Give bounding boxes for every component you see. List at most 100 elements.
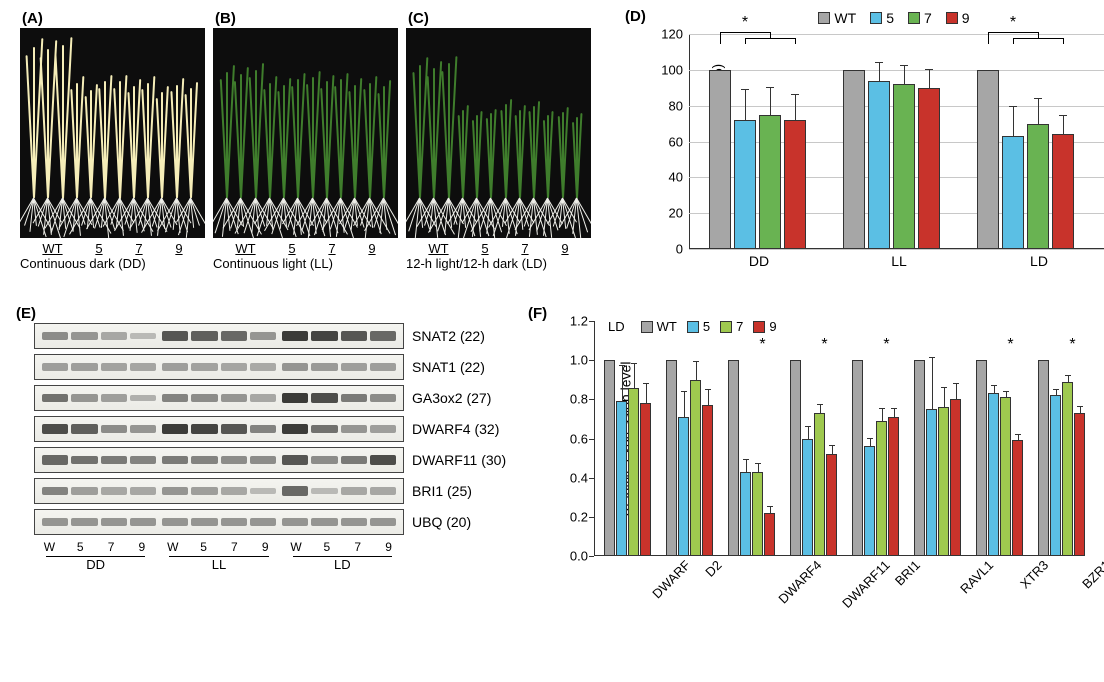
gel-band bbox=[221, 394, 247, 402]
chartF-bar bbox=[926, 409, 937, 556]
panel-label-B: (B) bbox=[215, 10, 236, 27]
chartD-xlabel: DD bbox=[689, 249, 829, 269]
chartD-bar bbox=[759, 115, 781, 249]
condition-label: DD bbox=[46, 556, 145, 572]
chartF-xlabel: D2 bbox=[702, 557, 724, 579]
gel-image bbox=[34, 509, 404, 535]
gel-band bbox=[221, 331, 247, 340]
gel-row: BRI1 (25) bbox=[34, 478, 518, 504]
lane-label: 5 bbox=[311, 540, 342, 554]
chartF-plot: LDWT579 Relative expression level 0.00.2… bbox=[594, 321, 1084, 556]
gel-row: SNAT1 (22) bbox=[34, 354, 518, 380]
significance-star: * bbox=[742, 14, 748, 32]
gel-band bbox=[130, 363, 156, 370]
gel-band bbox=[130, 518, 156, 526]
chartF-bar bbox=[826, 454, 837, 556]
chartF-xlabel: BRI1 bbox=[891, 557, 922, 588]
panel-label-E: (E) bbox=[16, 305, 36, 322]
chartD-bar bbox=[709, 70, 731, 249]
gel-band bbox=[42, 518, 68, 526]
gel-label: SNAT1 (22) bbox=[412, 359, 485, 375]
gel-image bbox=[34, 323, 404, 349]
genotype-label: 9 bbox=[368, 241, 375, 256]
photo-B bbox=[213, 28, 398, 238]
chartF-bar bbox=[616, 401, 627, 556]
gel-band bbox=[162, 518, 188, 526]
photo-C bbox=[406, 28, 591, 238]
chartF-xlabel: DWARF11 bbox=[839, 557, 893, 611]
gel-band bbox=[311, 363, 337, 371]
chartD-xlabel: LL bbox=[829, 249, 969, 269]
photo-C-condition: 12-h light/12-h dark (LD) bbox=[406, 256, 591, 271]
gel-band bbox=[341, 425, 367, 433]
gel-band bbox=[71, 363, 97, 370]
gel-band bbox=[130, 456, 156, 464]
chartF-bar bbox=[690, 380, 701, 556]
panel-label-A: (A) bbox=[22, 10, 43, 27]
chartF-bar bbox=[976, 360, 987, 556]
gel-band bbox=[130, 425, 156, 433]
ytick-label: 120 bbox=[661, 27, 689, 42]
ytick-label: 60 bbox=[669, 134, 689, 149]
gel-band bbox=[130, 395, 156, 402]
photo-A-genotypes: WT579 bbox=[20, 241, 205, 256]
gel-band bbox=[101, 332, 127, 339]
gel-band bbox=[191, 331, 217, 341]
chartD-bar bbox=[843, 70, 865, 249]
gel-band bbox=[191, 518, 217, 526]
gel-band bbox=[311, 518, 337, 526]
genotype-label: 5 bbox=[288, 241, 295, 256]
genotype-label: 5 bbox=[95, 241, 102, 256]
condition-label: LL bbox=[169, 556, 268, 572]
gel-label: UBQ (20) bbox=[412, 514, 471, 530]
panel-B: (B) WT579 Continuous light (LL) bbox=[213, 10, 398, 271]
panel-A: (A) WT579 Continuous dark (DD) bbox=[20, 10, 205, 271]
gel-band bbox=[370, 455, 396, 465]
legend-label: WT bbox=[834, 10, 856, 26]
gel-lane-labels: W579W579W579 bbox=[34, 540, 404, 554]
chartF-xlabel: DWARF4 bbox=[775, 557, 824, 606]
chartF-yaxis bbox=[594, 321, 595, 556]
gel-band bbox=[101, 363, 127, 370]
chartD-xlabels: DDLLLD bbox=[689, 249, 1104, 269]
gel-image bbox=[34, 354, 404, 380]
gel-band bbox=[341, 363, 367, 370]
chartD-xlabel: LD bbox=[969, 249, 1104, 269]
gel-band bbox=[101, 456, 127, 465]
genotype-label: 5 bbox=[481, 241, 488, 256]
gel-band bbox=[42, 394, 68, 403]
chartF-bar bbox=[1074, 413, 1085, 556]
gel-band bbox=[341, 518, 367, 526]
chartD-bar bbox=[893, 84, 915, 249]
ytick-label: 1.2 bbox=[570, 314, 594, 329]
gel-band bbox=[42, 332, 68, 340]
ytick-label: 0.6 bbox=[570, 431, 594, 446]
gel-band bbox=[250, 518, 276, 526]
gel-band bbox=[250, 425, 276, 433]
gel-band bbox=[162, 331, 188, 341]
legend-item: 9 bbox=[753, 319, 776, 334]
gel-image bbox=[34, 416, 404, 442]
genotype-label: 9 bbox=[561, 241, 568, 256]
chartF-bar bbox=[1038, 360, 1049, 556]
ytick-label: 0.8 bbox=[570, 392, 594, 407]
chartF-bar bbox=[814, 413, 825, 556]
photo-C-genotypes: WT579 bbox=[406, 241, 591, 256]
chartF-legend: LDWT579 bbox=[608, 319, 777, 334]
chartD-bar bbox=[1052, 134, 1074, 249]
genotype-label: 7 bbox=[135, 241, 142, 256]
chartD-bar bbox=[1002, 136, 1024, 249]
bottom-row: (E) SNAT2 (22)SNAT1 (22)GA3ox2 (27)DWARF… bbox=[20, 311, 1084, 572]
gel-image bbox=[34, 385, 404, 411]
legend-swatch bbox=[818, 12, 830, 24]
gel-band bbox=[282, 486, 308, 495]
gel-label: BRI1 (25) bbox=[412, 483, 472, 499]
gel-band bbox=[311, 331, 337, 341]
gel-group-labels: DDLLLD bbox=[34, 554, 404, 572]
gel-band bbox=[101, 487, 127, 494]
lane-label: 9 bbox=[373, 540, 404, 554]
photo-B-condition: Continuous light (LL) bbox=[213, 256, 398, 271]
gel-band bbox=[71, 394, 97, 402]
chartF-bar bbox=[864, 446, 875, 556]
genotype-label: 7 bbox=[521, 241, 528, 256]
